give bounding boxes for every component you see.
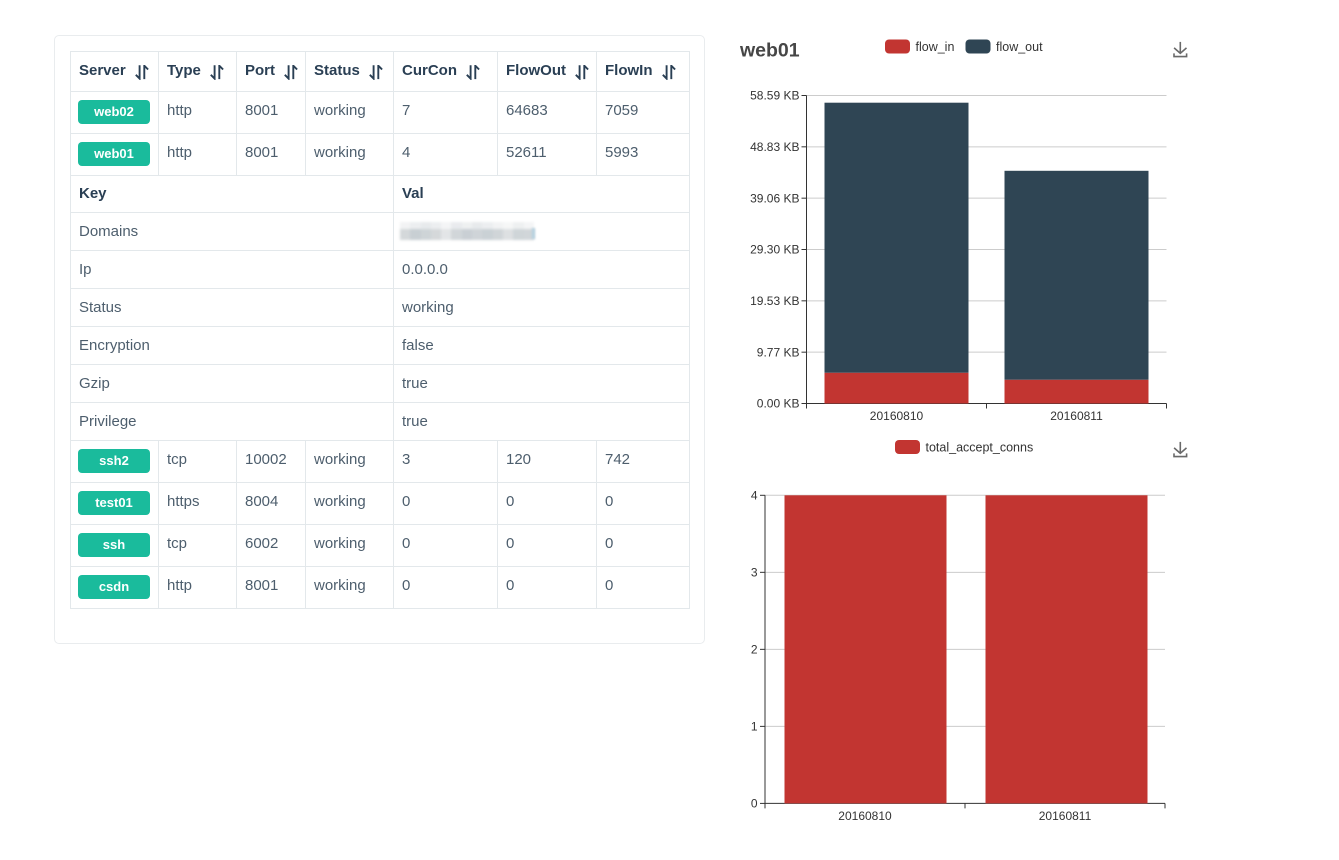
svg-text:0.00 KB: 0.00 KB bbox=[757, 397, 800, 411]
svg-text:9.77 KB: 9.77 KB bbox=[757, 345, 800, 359]
svg-text:4: 4 bbox=[751, 489, 758, 503]
svg-text:2: 2 bbox=[751, 643, 758, 657]
svg-text:29.30 KB: 29.30 KB bbox=[750, 243, 799, 257]
svg-text:flow_out: flow_out bbox=[996, 40, 1043, 54]
svg-text:39.06 KB: 39.06 KB bbox=[750, 191, 799, 205]
svg-text:20160811: 20160811 bbox=[1050, 409, 1103, 423]
svg-text:58.59 KB: 58.59 KB bbox=[750, 89, 799, 103]
svg-text:flow_in: flow_in bbox=[916, 40, 955, 54]
svg-text:48.83 KB: 48.83 KB bbox=[750, 140, 799, 154]
svg-text:total_accept_conns: total_accept_conns bbox=[926, 441, 1034, 455]
svg-text:20160811: 20160811 bbox=[1039, 809, 1092, 823]
svg-text:1: 1 bbox=[751, 720, 758, 734]
svg-text:3: 3 bbox=[751, 566, 758, 580]
svg-text:web01: web01 bbox=[739, 40, 800, 62]
svg-text:19.53 KB: 19.53 KB bbox=[750, 294, 799, 308]
svg-text:20160810: 20160810 bbox=[870, 409, 924, 423]
svg-text:20160810: 20160810 bbox=[838, 809, 892, 823]
svg-text:0: 0 bbox=[751, 797, 758, 811]
